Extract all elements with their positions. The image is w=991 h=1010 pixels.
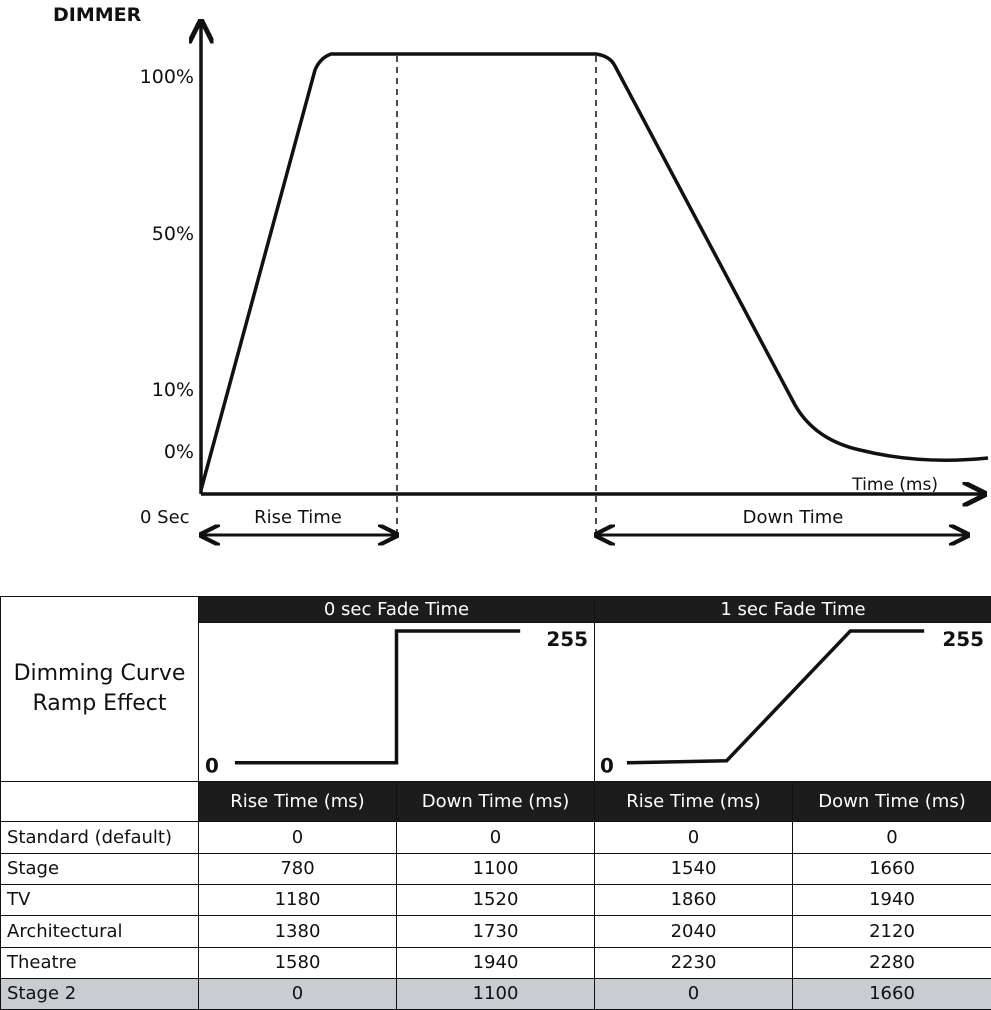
table-row: TV 1180 1520 1860 1940: [0, 883, 991, 916]
row-value: 1100: [396, 977, 595, 1010]
corner-cell: [0, 780, 199, 822]
row-value: 1180: [198, 883, 397, 916]
col-header-rise-0sec: Rise Time (ms): [198, 780, 397, 822]
row-name: TV: [0, 883, 199, 916]
y-tick-50: 50%: [152, 223, 194, 245]
y-tick-100: 100%: [140, 66, 194, 88]
title-line-2: Ramp Effect: [32, 690, 167, 716]
rise-time-label: Rise Time: [254, 507, 342, 528]
y-tick-10: 10%: [152, 379, 194, 401]
table-row: Stage 780 1100 1540 1660: [0, 852, 991, 885]
row-value: 2280: [792, 946, 991, 979]
col-header-rise-1sec: Rise Time (ms): [594, 780, 793, 822]
row-name: Architectural: [0, 914, 199, 948]
row-value: 0: [594, 820, 793, 854]
table-row: Theatre 1580 1940 2230 2280: [0, 946, 991, 979]
ramp-curve-line: [626, 629, 925, 765]
curve-1sec-low: 0: [600, 754, 614, 778]
table-row: Architectural 1380 1730 2040 2120: [0, 914, 991, 948]
group-header-0sec: 0 sec Fade Time: [198, 595, 595, 624]
row-value: 1520: [396, 883, 595, 916]
group-header-1sec: 1 sec Fade Time: [594, 595, 991, 624]
curve-0sec-low: 0: [205, 754, 219, 778]
row-value: 1940: [792, 883, 991, 916]
row-value: 780: [198, 852, 397, 885]
dimming-curve-title: Dimming Curve Ramp Effect: [0, 596, 199, 782]
row-value: 1940: [396, 946, 595, 979]
curve-1sec-high: 255: [942, 627, 984, 651]
ramp-effect-table: Dimming Curve Ramp Effect 0 sec Fade Tim…: [0, 595, 991, 1010]
dimmer-curve: [199, 52, 989, 491]
y-tick-0: 0%: [164, 441, 194, 463]
curve-0sec-high: 255: [546, 627, 588, 651]
x-axis-title: Time (ms): [851, 475, 938, 495]
col-header-down-0sec: Down Time (ms): [396, 780, 595, 822]
row-value: 0: [396, 820, 595, 854]
row-value: 2230: [594, 946, 793, 979]
row-name: Theatre: [0, 946, 199, 979]
row-value: 1580: [198, 946, 397, 979]
ramp-curve-1sec: 0 255: [600, 627, 984, 778]
y-axis-title: DIMMER: [53, 4, 142, 26]
down-time-label: Down Time: [743, 507, 844, 528]
row-value: 1660: [792, 977, 991, 1010]
row-value: 1540: [594, 852, 793, 885]
row-name: Stage 2: [0, 977, 199, 1010]
row-value: 0: [792, 820, 991, 854]
row-value: 1860: [594, 883, 793, 916]
curve-0sec-cell: 0 255: [198, 622, 595, 782]
col-header-down-1sec: Down Time (ms): [792, 780, 991, 822]
step-curve-line: [234, 629, 521, 765]
row-value: 0: [594, 977, 793, 1010]
origin-label: 0 Sec: [140, 507, 190, 528]
dimmer-timing-diagram: DIMMER 100% 50% 10% 0% Time (ms) 0 Sec R…: [53, 4, 989, 560]
table-row: Standard (default) 0 0 0 0: [0, 820, 991, 854]
table-row-highlighted: Stage 2 0 1100 0 1660: [0, 977, 991, 1010]
title-line-1: Dimming Curve: [13, 660, 186, 686]
row-value: 0: [198, 977, 397, 1010]
step-curve-0sec: 0 255: [205, 627, 588, 778]
row-name: Stage: [0, 852, 199, 885]
row-value: 1100: [396, 852, 595, 885]
row-value: 2120: [792, 914, 991, 948]
row-value: 0: [198, 820, 397, 854]
curve-1sec-cell: 0 255: [594, 622, 991, 782]
row-value: 1730: [396, 914, 595, 948]
row-value: 2040: [594, 914, 793, 948]
row-value: 1380: [198, 914, 397, 948]
row-name: Standard (default): [0, 820, 199, 854]
row-value: 1660: [792, 852, 991, 885]
